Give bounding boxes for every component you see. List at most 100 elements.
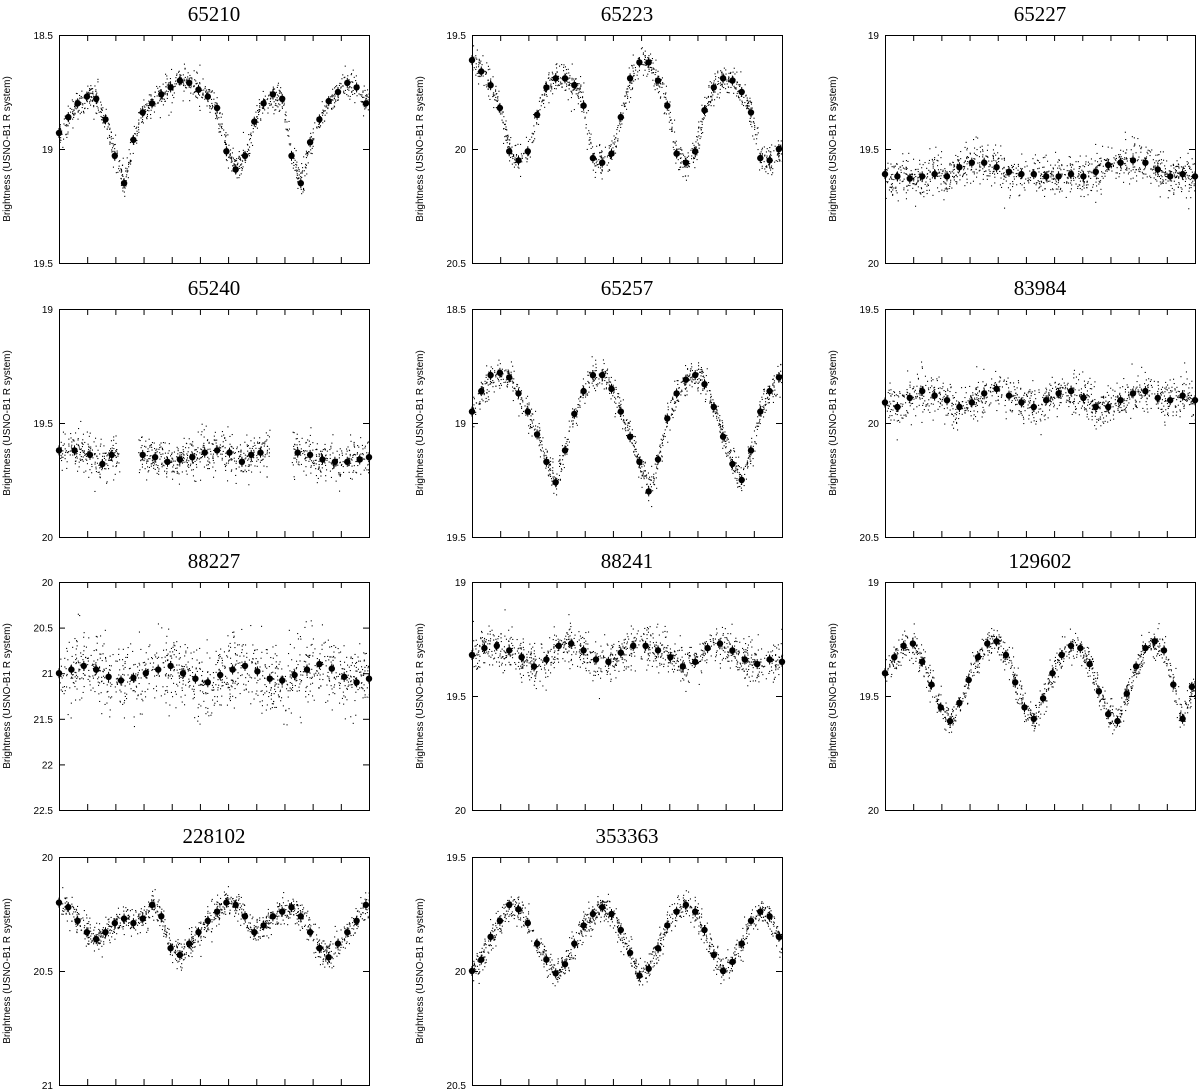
data-point [1099,164,1101,166]
data-point [324,443,326,445]
data-point [475,57,477,59]
data-point [95,437,97,439]
data-point [1043,171,1045,173]
data-point [231,459,233,461]
data-point [500,375,502,377]
data-point [224,463,226,465]
data-point [769,147,771,149]
data-point [128,162,130,164]
data-point [236,164,238,166]
data-point [293,448,295,450]
data-point [195,83,197,85]
data-point [352,69,354,71]
data-point [113,448,115,450]
data-point [73,114,75,116]
data-point [1116,161,1118,163]
data-point [1132,153,1134,155]
data-point [929,171,931,173]
data-point [615,388,617,390]
data-point [318,467,320,469]
data-point [568,83,570,85]
data-point [195,464,197,466]
data-point [614,141,616,143]
data-point [566,85,568,87]
data-point [111,447,113,449]
data-point [956,181,958,183]
data-point [579,87,581,89]
data-point [275,99,277,101]
data-point [631,88,633,90]
data-point [166,97,168,99]
data-point [186,457,188,459]
data-point [666,425,668,427]
data-point [338,454,340,456]
data-point [647,73,649,75]
data-point [765,409,767,411]
data-point [315,454,317,456]
data-point [303,470,305,472]
data-point [910,173,912,175]
data-point [148,94,150,96]
binned-point [356,456,363,463]
data-point [88,476,90,478]
data-point [971,168,973,170]
data-point [155,452,157,454]
data-point [219,447,221,449]
data-point [1130,149,1132,151]
data-point [364,89,366,91]
data-point [611,140,613,142]
data-point [61,133,63,135]
data-point [675,401,677,403]
data-point [1063,182,1065,184]
data-point [949,183,951,185]
data-point [241,169,243,171]
data-point [625,91,627,93]
data-point [1097,161,1099,163]
data-point [146,460,148,462]
data-point [183,78,185,80]
data-point [184,67,186,69]
data-point [672,409,674,411]
data-point [560,463,562,465]
data-point [206,440,208,442]
data-point [68,122,70,124]
data-point [622,415,624,417]
data-point [1135,169,1137,171]
data-point [741,103,743,105]
data-point [138,123,140,125]
data-point [309,443,311,445]
data-point [921,188,923,190]
data-point [644,462,646,464]
data-point [221,113,223,115]
data-point [1096,177,1098,179]
binned-point [257,449,264,456]
data-point [109,142,111,144]
data-point [555,84,557,86]
data-point [209,462,211,464]
data-point [575,78,577,80]
data-point [351,478,353,480]
y-tick-label: 19.5 [860,145,880,156]
data-point [93,106,95,108]
data-point [679,157,681,159]
data-point [80,96,82,98]
data-point [299,444,301,446]
data-point [360,453,362,455]
data-point [483,84,485,86]
binned-point [316,116,323,123]
data-point [1096,190,1098,192]
data-point [225,159,227,161]
data-point [150,109,152,111]
data-point [1193,163,1195,165]
data-point [691,158,693,160]
data-point [205,90,207,92]
plot-frame [472,35,783,264]
data-point [341,450,343,452]
data-point [319,126,321,128]
data-point [1098,163,1100,165]
data-point [105,459,107,461]
data-point [703,375,705,377]
data-point [220,131,222,133]
data-point [232,147,234,149]
data-point [1128,168,1130,170]
